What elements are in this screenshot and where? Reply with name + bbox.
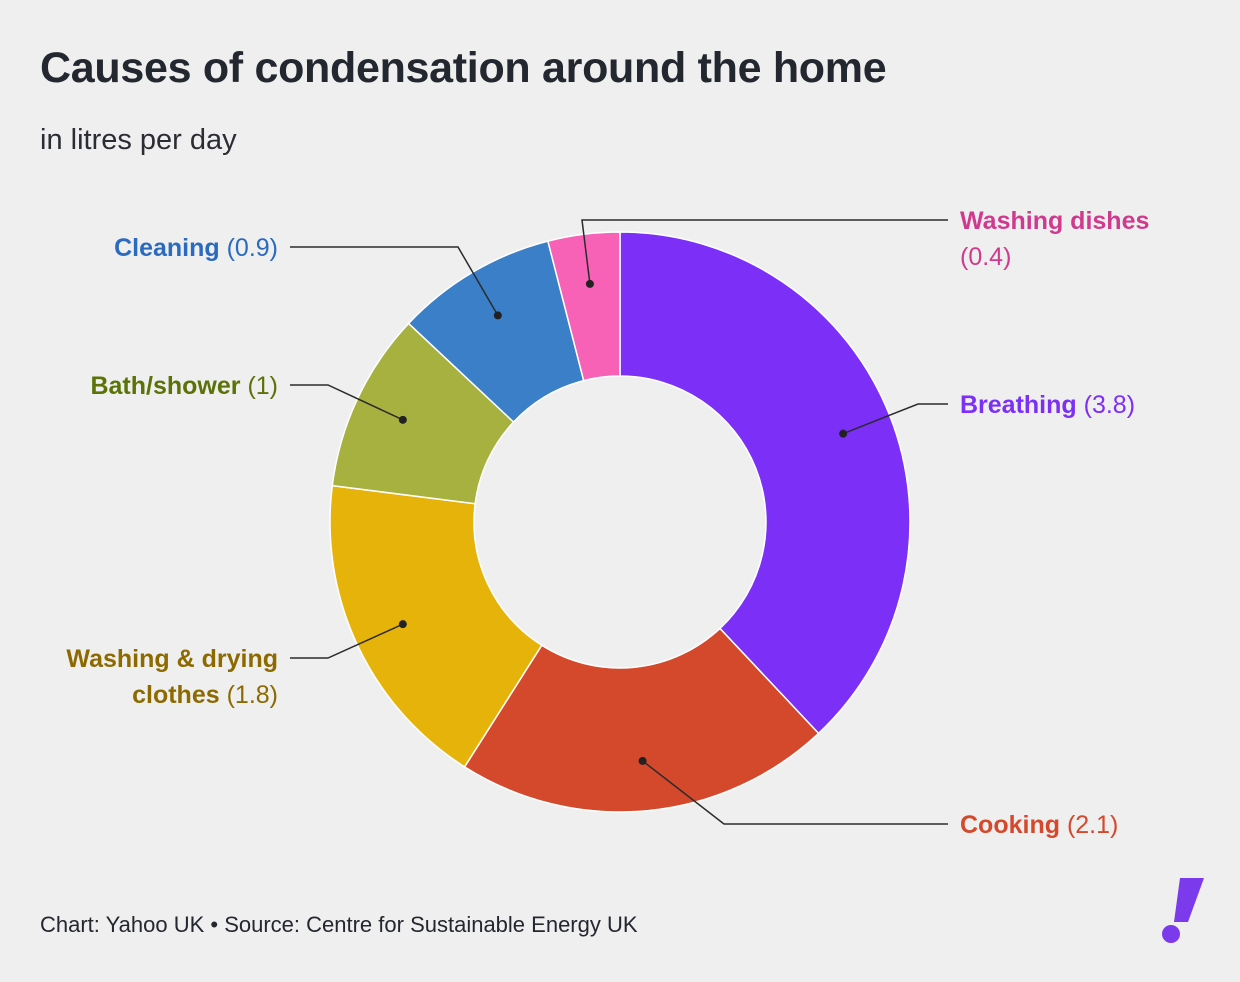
leader-dot-washing-dishes (585, 279, 594, 288)
slice-label-bath-shower: Bath/shower (1) (90, 372, 278, 400)
slice-labels-layer: Breathing (3.8) Cooking (2.1) Washing & dr… (66, 207, 1149, 839)
slice-breathing (619, 231, 911, 735)
slice-label-cooking: Cooking (2.1) (960, 811, 1118, 839)
leader-line-bath-shower (290, 384, 404, 421)
leader-lines-layer (290, 219, 948, 825)
leader-line-washing-drying-clothes (290, 623, 404, 659)
slice-label-washing-dishes: Washing dishes (0.4) (960, 207, 1149, 271)
slice-label-value: (0.9) (227, 234, 278, 262)
slice-label-breathing: Breathing (3.8) (960, 391, 1135, 419)
leader-dot-bath-shower (398, 415, 407, 424)
chart-source-credit: Chart: Yahoo UK • Source: Centre for Sus… (40, 912, 638, 937)
slice-washing-drying-clothes (329, 484, 543, 768)
slice-label-name: Cooking (960, 811, 1067, 839)
slice-label-name: Bath/shower (90, 372, 247, 400)
leader-line-breathing (842, 403, 948, 435)
slice-label-washing-drying-clothes: Washing & drying clothes (1.8) (66, 645, 278, 709)
leader-line-washing-dishes (581, 219, 948, 284)
slice-cooking (463, 627, 820, 813)
chart-title: Causes of condensation around the home (40, 44, 887, 92)
slices-layer (329, 231, 911, 813)
slice-label-name: Cleaning (114, 234, 227, 262)
leader-dot-breathing (839, 429, 848, 438)
slice-label-cleaning: Cleaning (0.9) (114, 234, 278, 262)
slice-label-value: (1) (247, 372, 278, 400)
slice-label-name: Breathing (960, 391, 1084, 419)
leader-line-cleaning (290, 246, 499, 316)
leader-line-cooking (642, 760, 948, 825)
leader-dot-washing-drying-clothes (398, 620, 407, 629)
slice-label-value: (3.8) (1084, 391, 1135, 419)
leader-dot-cleaning (493, 311, 502, 320)
slice-washing-dishes (546, 231, 621, 382)
slice-label-value: (1.8) (227, 681, 278, 709)
slice-label-name: Washing dishes (960, 207, 1149, 235)
slice-label-value: (0.4) (960, 243, 1011, 271)
slice-label-name: Washing & drying (66, 645, 278, 673)
exclamation-logo-icon (1162, 878, 1204, 943)
slice-label-name: clothes (132, 681, 226, 709)
slice-label-value: (2.1) (1067, 811, 1118, 839)
leader-dot-cooking (638, 756, 647, 765)
chart-subtitle: in litres per day (40, 124, 237, 156)
